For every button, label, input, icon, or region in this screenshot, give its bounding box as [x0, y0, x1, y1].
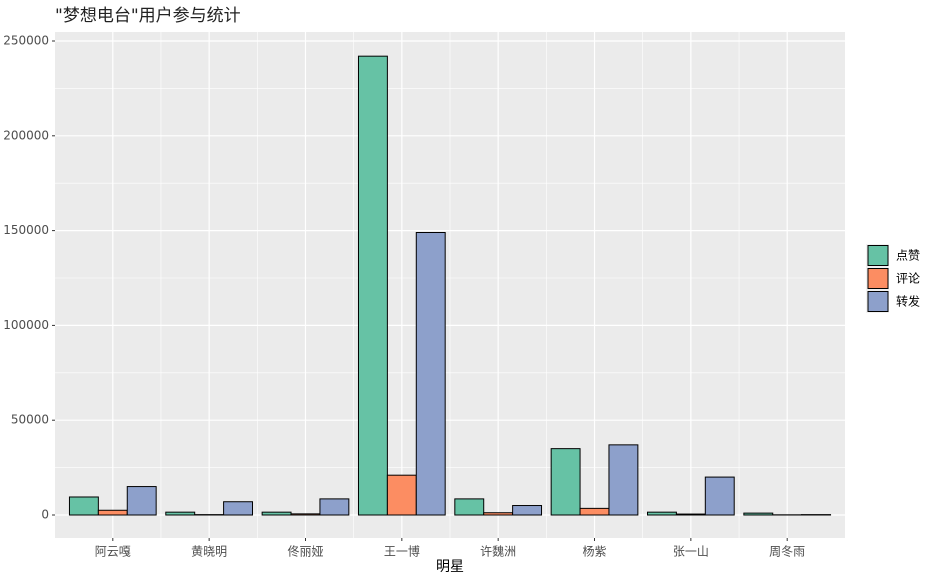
x-tick-label: 黄晓明 — [191, 545, 227, 559]
y-tick-label: 250000 — [3, 34, 49, 48]
legend-label: 点赞 — [896, 249, 920, 263]
legend-label: 转发 — [896, 294, 920, 309]
x-axis-label: 明星 — [436, 559, 464, 575]
bar — [319, 498, 350, 516]
bar — [386, 474, 417, 516]
bar — [550, 448, 581, 516]
bar — [415, 232, 446, 516]
bar — [261, 511, 292, 516]
bar — [512, 505, 543, 516]
bar — [483, 512, 514, 516]
legend-key — [867, 245, 889, 266]
x-tick-label: 王一博 — [384, 544, 420, 559]
bar — [165, 511, 196, 516]
y-tick-label: 200000 — [3, 128, 49, 142]
bar — [223, 501, 254, 516]
legend-label: 评论 — [896, 272, 920, 286]
bar — [608, 444, 639, 516]
x-tick-label: 张一山 — [673, 545, 709, 559]
bar — [675, 513, 706, 516]
x-tick-label: 阿云嘎 — [95, 545, 131, 559]
legend-key — [867, 291, 889, 312]
bar — [454, 498, 485, 516]
bar — [290, 513, 321, 516]
bar — [126, 486, 157, 516]
legend-key — [867, 268, 889, 289]
bar — [647, 511, 677, 516]
x-tick-label: 周冬雨 — [769, 544, 805, 559]
x-tick-label: 杨紫 — [583, 544, 607, 559]
bar — [579, 507, 610, 516]
chart-title: "梦想电台"用户参与统计 — [55, 6, 241, 26]
x-tick-label: 佟丽娅 — [287, 544, 323, 559]
bar — [704, 476, 735, 516]
y-tick-label: 0 — [41, 508, 49, 522]
y-tick-label: 150000 — [3, 223, 49, 237]
y-tick-label: 50000 — [11, 413, 49, 427]
bar — [68, 496, 99, 516]
bar — [357, 55, 388, 516]
bar — [97, 509, 128, 516]
y-tick-label: 100000 — [3, 318, 49, 332]
bar — [743, 512, 774, 516]
x-tick-label: 许魏洲 — [480, 544, 516, 559]
